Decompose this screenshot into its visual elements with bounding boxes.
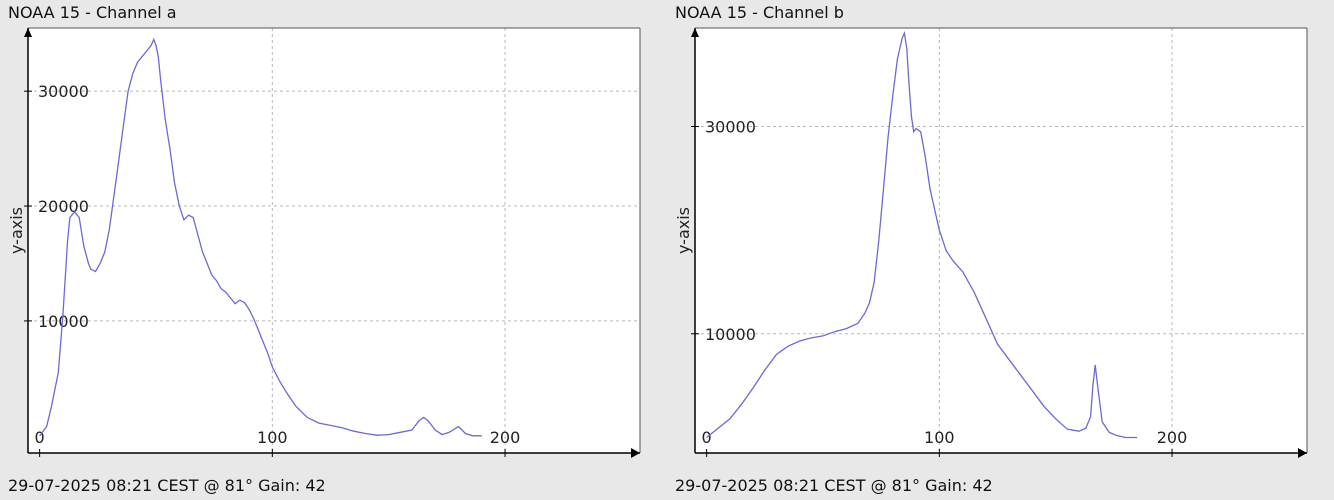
y-tick-label: 30000	[38, 82, 89, 101]
x-tick-label: 200	[1157, 428, 1188, 447]
y-axis-arrow	[24, 28, 32, 37]
x-axis-arrow	[1298, 448, 1307, 458]
chart-footer: 29-07-2025 08:21 CEST @ 81° Gain: 42	[675, 476, 993, 495]
chart-title: NOAA 15 - Channel a	[8, 3, 177, 22]
chart-panel-b: NOAA 15 - Channel b 0 100 200 10000 30000 y-a…	[667, 0, 1327, 500]
y-tick-label: 10000	[38, 312, 89, 331]
chart-a-plot: 0 100 200 10000 20000 30000 y-axis	[7, 27, 641, 458]
chart-panel-a: NOAA 15 - Channel a 0 100 200 10000 20000 300…	[0, 0, 660, 500]
y-axis-label: y-axis	[7, 207, 26, 254]
chart-title: NOAA 15 - Channel b	[675, 3, 844, 22]
x-axis-arrow	[631, 448, 640, 458]
plot-area	[28, 28, 640, 453]
y-tick-label: 30000	[705, 117, 756, 136]
x-tick-label: 200	[490, 428, 521, 447]
chart-footer: 29-07-2025 08:21 CEST @ 81° Gain: 42	[8, 476, 326, 495]
series-line	[39, 37, 482, 437]
plot-area	[695, 28, 1307, 453]
series-line	[706, 30, 1138, 439]
x-tick-label: 100	[924, 428, 955, 447]
y-axis-arrow	[691, 28, 699, 37]
y-tick-label: 10000	[705, 325, 756, 344]
y-tick-label: 20000	[38, 197, 89, 216]
y-axis-label: y-axis	[674, 207, 693, 254]
x-tick-label: 100	[257, 428, 288, 447]
x-tick-label: 0	[35, 428, 45, 447]
